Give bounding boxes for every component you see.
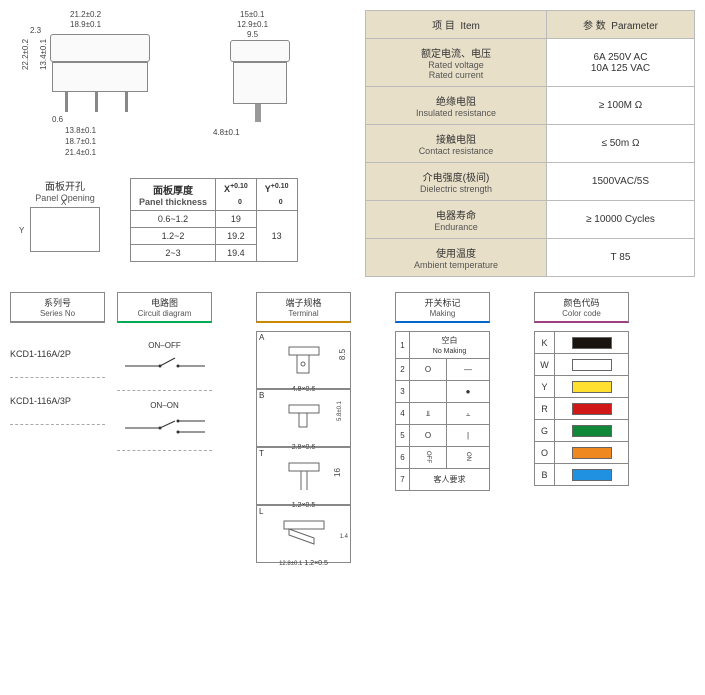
front-view-drawing: 21.2±0.2 18.9±0.1 2.3 22.2±0.2 13.4±0.1 …: [10, 10, 190, 170]
series-column: KCD1-116A/2P KCD1-116A/3P: [10, 331, 105, 425]
terminal-column: A 8.5 4.8×0.6 B 5.8±0.1 2.8×0.6 T 16 1.2…: [256, 331, 351, 563]
side-view-drawing: 15±0.1 12.9±0.1 9.5 4.8±0.1: [205, 10, 325, 170]
circuit-column: ON–OFF ON–ON: [117, 331, 212, 451]
panel-opening: 面板开孔 Panel Opening X Y: [10, 178, 120, 256]
specification-table: 项 目 Item 参 数 Parameter 额定电流、电压Rated volt…: [365, 10, 695, 277]
section-headers: 系列号Series No 电路图Circuit diagram 端子规格Term…: [10, 292, 695, 323]
making-column: 1空白No Making 2O— 3● 4⫫⫠ 5O| 6OFFON 7客人要求: [395, 331, 490, 491]
dimension-drawings: 21.2±0.2 18.9±0.1 2.3 22.2±0.2 13.4±0.1 …: [10, 10, 345, 277]
panel-thickness-table: 面板厚度Panel thickness X+0.100 Y+0.100 0.6~…: [130, 178, 298, 262]
color-code-column: KWYRGOB: [534, 331, 629, 486]
